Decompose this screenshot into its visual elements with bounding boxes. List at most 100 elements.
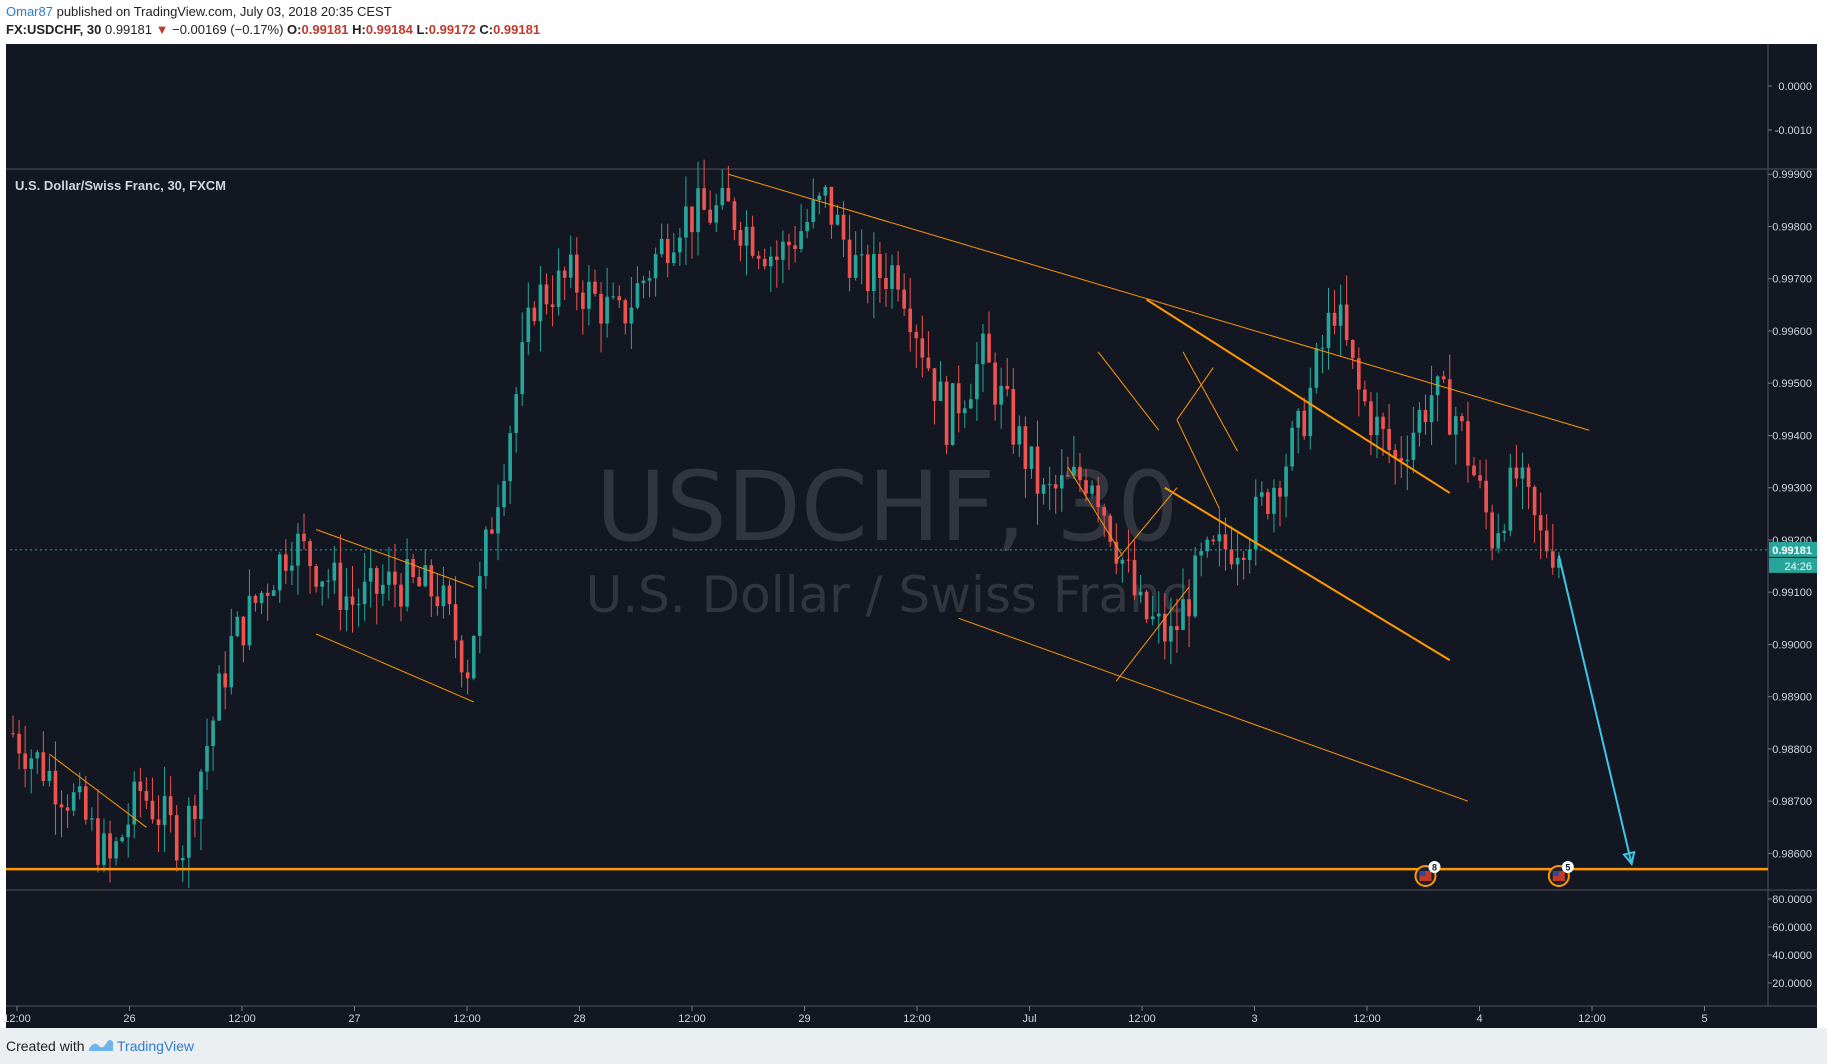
candle-body bbox=[1338, 304, 1343, 326]
trendline[interactable] bbox=[1097, 351, 1160, 431]
candle-body bbox=[1108, 515, 1113, 542]
candle-body bbox=[526, 307, 531, 343]
candle-body bbox=[775, 256, 779, 260]
candle-body bbox=[47, 770, 52, 782]
candle-body bbox=[1211, 539, 1216, 542]
candle-body bbox=[1175, 626, 1179, 630]
candle-body bbox=[696, 188, 700, 233]
candle-body bbox=[1496, 533, 1501, 549]
candle-body bbox=[805, 222, 809, 232]
candle-body bbox=[1356, 358, 1361, 390]
candle-body bbox=[568, 254, 573, 278]
high-value: 0.99184 bbox=[365, 22, 413, 37]
candle-body bbox=[811, 200, 816, 223]
indicator-tick-label: 80.0000 bbox=[1772, 894, 1812, 906]
candle-body bbox=[1478, 475, 1482, 481]
candle-body bbox=[1223, 534, 1228, 550]
tradingview-brand-link[interactable]: TradingView bbox=[117, 1038, 195, 1054]
candle-body bbox=[168, 796, 173, 816]
candle-body bbox=[1120, 559, 1125, 564]
trendline[interactable] bbox=[1067, 466, 1123, 556]
trendline[interactable] bbox=[728, 173, 1590, 431]
candle-body bbox=[1114, 541, 1119, 564]
candle-body bbox=[368, 568, 373, 582]
candle-body bbox=[126, 824, 131, 838]
trendline[interactable] bbox=[1146, 298, 1451, 494]
candle-body bbox=[29, 758, 34, 769]
candle-body bbox=[1126, 559, 1131, 561]
price-tick-label: 0.98900 bbox=[1772, 692, 1812, 704]
time-tick-label: 12:00 bbox=[1353, 1013, 1381, 1025]
candle-body bbox=[841, 214, 846, 240]
author-link[interactable]: Omar87 bbox=[6, 4, 53, 19]
candle-body bbox=[1308, 387, 1313, 437]
candle-body bbox=[174, 815, 179, 861]
trendline[interactable] bbox=[49, 753, 147, 828]
candle-body bbox=[1090, 485, 1094, 494]
candle-body bbox=[1375, 416, 1379, 436]
candle-body bbox=[587, 281, 591, 309]
candle-body bbox=[496, 507, 500, 534]
candle-body bbox=[132, 781, 137, 825]
candle-body bbox=[1320, 347, 1325, 349]
candle-body bbox=[1520, 467, 1525, 479]
candle-body bbox=[835, 214, 840, 225]
trendline[interactable] bbox=[1182, 351, 1239, 452]
candle-body bbox=[865, 254, 870, 292]
candle-body bbox=[435, 596, 440, 607]
candle-body bbox=[1557, 558, 1561, 568]
trendline[interactable] bbox=[315, 633, 474, 703]
candle-body bbox=[744, 226, 749, 246]
trendline[interactable] bbox=[1115, 487, 1178, 562]
candle-body bbox=[665, 238, 670, 264]
candle-body bbox=[720, 187, 725, 206]
high-label: H: bbox=[352, 22, 366, 37]
candle-body bbox=[477, 576, 482, 636]
candle-body bbox=[144, 790, 149, 801]
candle-body bbox=[1284, 466, 1288, 497]
candle-body bbox=[465, 672, 470, 679]
trendline-drawings[interactable] bbox=[49, 173, 1590, 828]
candle-body bbox=[326, 580, 331, 582]
price-tick-label: 0.99400 bbox=[1772, 430, 1812, 442]
trendline[interactable] bbox=[315, 529, 474, 588]
candle-body bbox=[1332, 312, 1337, 326]
chart-background bbox=[6, 44, 1817, 1028]
candle-body bbox=[659, 238, 664, 255]
candle-body bbox=[1169, 626, 1173, 642]
trendline[interactable] bbox=[1176, 419, 1220, 509]
projection-arrow-line[interactable] bbox=[1557, 555, 1633, 865]
countdown-tag bbox=[1769, 557, 1817, 573]
trendline[interactable] bbox=[1115, 586, 1190, 682]
chart-header: Omar87 published on TradingView.com, Jul… bbox=[0, 0, 1827, 44]
trendline[interactable] bbox=[1176, 367, 1214, 421]
candle-body bbox=[999, 385, 1003, 405]
trendline[interactable] bbox=[958, 617, 1469, 802]
candle-body bbox=[1399, 458, 1404, 462]
candle-body bbox=[1011, 389, 1016, 445]
candle-body bbox=[1411, 432, 1416, 460]
candle-body bbox=[799, 231, 803, 250]
indicator-axis-top: 0.0000 -0.0010 bbox=[1768, 81, 1812, 137]
candle-body bbox=[1453, 416, 1458, 435]
candle-body bbox=[17, 733, 21, 754]
candle-body bbox=[90, 818, 94, 820]
price-scale-background[interactable] bbox=[1768, 44, 1817, 1028]
time-tick-label: 12:00 bbox=[453, 1013, 481, 1025]
trendline[interactable] bbox=[1164, 486, 1451, 661]
candle-body bbox=[981, 333, 985, 365]
candle-body bbox=[962, 408, 967, 414]
candle-body bbox=[490, 529, 494, 534]
candle-body bbox=[520, 342, 525, 395]
candle-body bbox=[714, 205, 719, 223]
open-value: 0.99181 bbox=[301, 22, 349, 37]
candle-body bbox=[1508, 467, 1513, 531]
candle-body bbox=[484, 529, 488, 577]
candle-body bbox=[1066, 475, 1070, 477]
candle-body bbox=[187, 805, 191, 858]
candle-body bbox=[1102, 507, 1107, 516]
candle-body bbox=[708, 209, 712, 223]
publish-info: Omar87 published on TradingView.com, Jul… bbox=[6, 4, 392, 19]
